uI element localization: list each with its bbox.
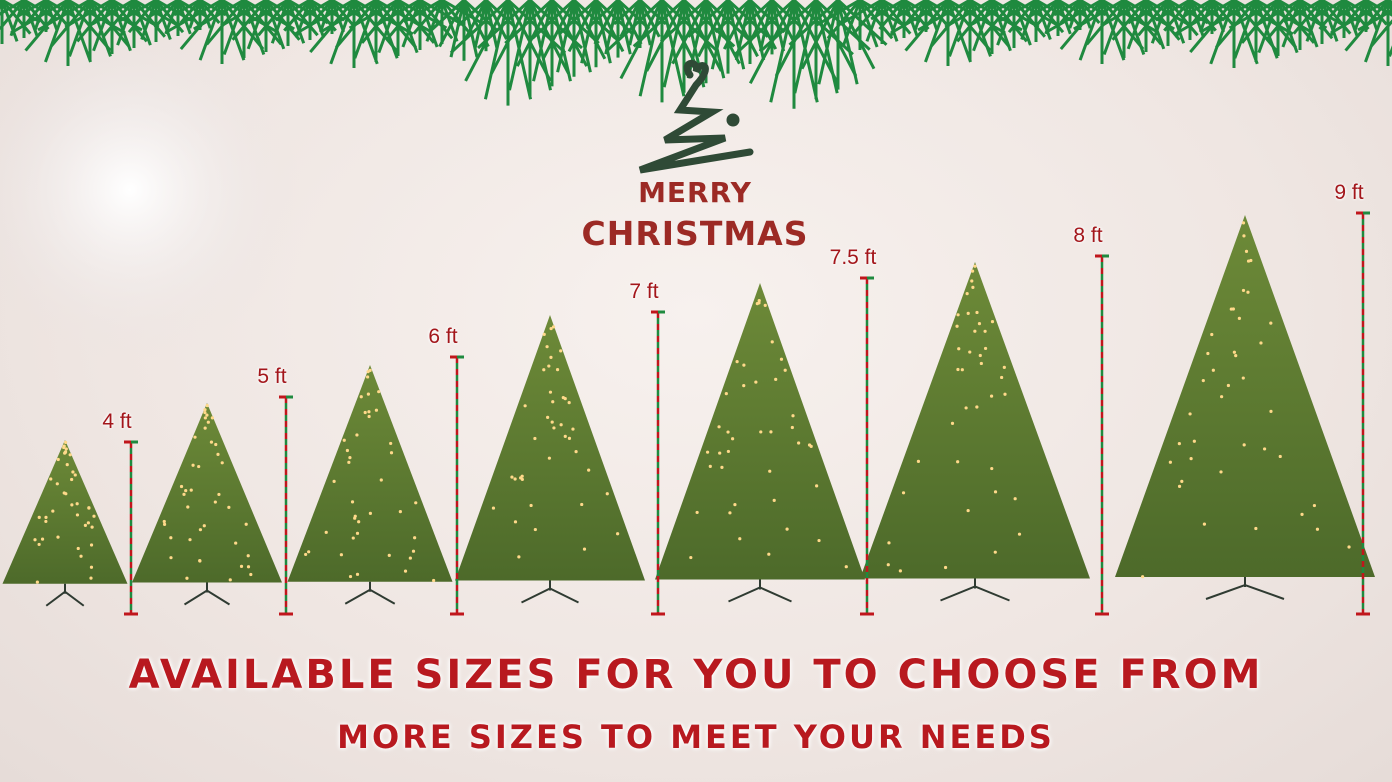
size-label: 4 ft	[102, 410, 131, 434]
christmas-tree	[1115, 215, 1375, 599]
subheadline: MORE SIZES TO MEET YOUR NEEDS	[0, 718, 1392, 756]
christmas-tree	[132, 403, 282, 605]
christmas-tree	[3, 440, 128, 606]
size-label: 9 ft	[1334, 181, 1363, 205]
tree-stand	[46, 584, 84, 606]
christmas-tree	[860, 262, 1090, 601]
logo-merry: MERRY	[638, 176, 752, 209]
christmas-tree	[455, 315, 645, 603]
headline: AVAILABLE SIZES FOR YOU TO CHOOSE FROM	[0, 652, 1392, 698]
size-label: 5 ft	[257, 365, 286, 389]
tree-stand	[185, 583, 230, 605]
size-label: 7 ft	[629, 280, 658, 304]
height-ruler	[1095, 256, 1109, 614]
tree-stand	[1206, 577, 1284, 599]
size-label: 8 ft	[1073, 224, 1102, 248]
tree-stand	[729, 580, 792, 602]
size-label: 7.5 ft	[830, 246, 877, 270]
height-ruler	[124, 442, 138, 614]
christmas-tree	[288, 365, 453, 604]
logo-christmas: CHRISTMAS	[582, 214, 809, 253]
christmas-tree-logo-icon	[640, 63, 750, 170]
tree-stand	[345, 582, 395, 604]
tree-stand	[522, 581, 579, 603]
rose-decoration	[0, 20, 300, 360]
tree-stand	[941, 579, 1010, 601]
christmas-tree	[655, 283, 865, 602]
size-label: 6 ft	[428, 325, 457, 349]
